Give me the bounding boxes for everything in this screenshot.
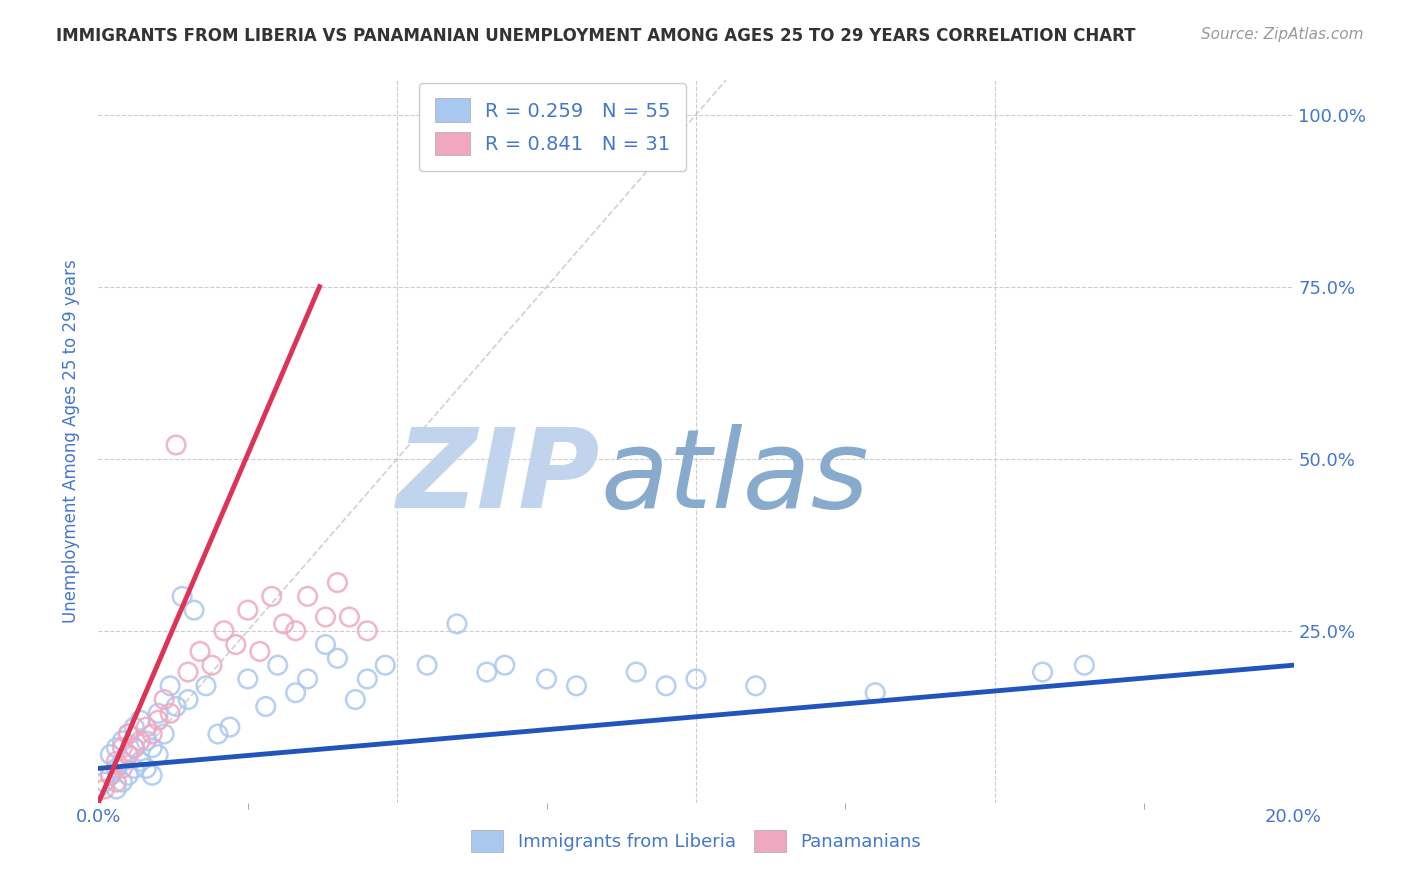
Point (148, 706, 170, 721)
Point (249, 644, 271, 658)
Point (93, 775, 115, 789)
Legend: Immigrants from Liberia, Panamanians: Immigrants from Liberia, Panamanians (464, 822, 928, 859)
Point (315, 610, 337, 624)
Point (111, 740, 134, 755)
Point (93, 782, 115, 797)
Point (105, 761, 128, 775)
Point (98, 768, 122, 782)
Point (195, 679, 218, 693)
Text: Source: ZipAtlas.com: Source: ZipAtlas.com (1201, 27, 1364, 42)
Point (219, 720, 242, 734)
Point (374, 658, 396, 673)
Point (446, 616, 468, 631)
Point (105, 775, 128, 789)
Point (117, 747, 139, 762)
Point (135, 734, 157, 748)
Text: ZIP: ZIP (396, 425, 600, 531)
Point (344, 692, 367, 706)
Point (105, 740, 128, 755)
Point (225, 638, 247, 652)
Point (111, 761, 134, 775)
Point (117, 727, 139, 741)
Text: atlas: atlas (600, 425, 869, 531)
Point (273, 616, 295, 631)
Point (626, 665, 648, 679)
Point (685, 672, 707, 686)
Point (284, 624, 307, 638)
Point (165, 438, 187, 452)
Point (111, 734, 134, 748)
Point (207, 727, 229, 741)
Point (494, 658, 516, 673)
Point (475, 665, 498, 679)
Point (416, 658, 439, 673)
Point (117, 727, 139, 741)
Point (326, 575, 349, 590)
Point (124, 761, 146, 775)
Point (297, 590, 319, 604)
Point (141, 740, 163, 755)
Point (565, 679, 588, 693)
Point (165, 699, 187, 714)
Point (153, 727, 176, 741)
Point (177, 665, 200, 679)
Point (267, 658, 290, 673)
Point (124, 740, 146, 755)
Point (135, 720, 157, 734)
Point (129, 755, 152, 769)
Point (129, 734, 152, 748)
Point (236, 603, 259, 617)
Point (356, 672, 378, 686)
Point (105, 782, 128, 797)
Point (172, 590, 194, 604)
Text: IMMIGRANTS FROM LIBERIA VS PANAMANIAN UNEMPLOYMENT AMONG AGES 25 TO 29 YEARS COR: IMMIGRANTS FROM LIBERIA VS PANAMANIAN UN… (56, 27, 1136, 45)
Point (111, 775, 134, 789)
Point (183, 603, 205, 617)
Point (159, 706, 181, 721)
Point (326, 651, 349, 665)
Point (315, 638, 337, 652)
Point (98, 768, 122, 782)
Point (117, 768, 139, 782)
Point (159, 679, 181, 693)
Point (177, 692, 200, 706)
Point (297, 672, 319, 686)
Point (153, 692, 176, 706)
Point (148, 747, 170, 762)
Point (865, 686, 887, 700)
Point (141, 768, 163, 782)
Point (536, 672, 558, 686)
Point (339, 610, 361, 624)
Y-axis label: Unemployment Among Ages 25 to 29 years: Unemployment Among Ages 25 to 29 years (62, 260, 80, 624)
Point (201, 658, 224, 673)
Point (260, 590, 283, 604)
Point (236, 672, 259, 686)
Point (111, 755, 134, 769)
Point (135, 761, 157, 775)
Point (655, 679, 678, 693)
Point (98, 747, 122, 762)
Point (148, 713, 170, 727)
Point (188, 644, 211, 658)
Point (1032, 665, 1054, 679)
Point (124, 740, 146, 755)
Point (117, 747, 139, 762)
Point (124, 720, 146, 734)
Point (356, 624, 378, 638)
Point (1073, 658, 1095, 673)
Point (284, 686, 307, 700)
Point (254, 699, 277, 714)
Point (129, 713, 152, 727)
Point (141, 727, 163, 741)
Point (105, 755, 128, 769)
Point (212, 624, 235, 638)
Point (745, 679, 768, 693)
